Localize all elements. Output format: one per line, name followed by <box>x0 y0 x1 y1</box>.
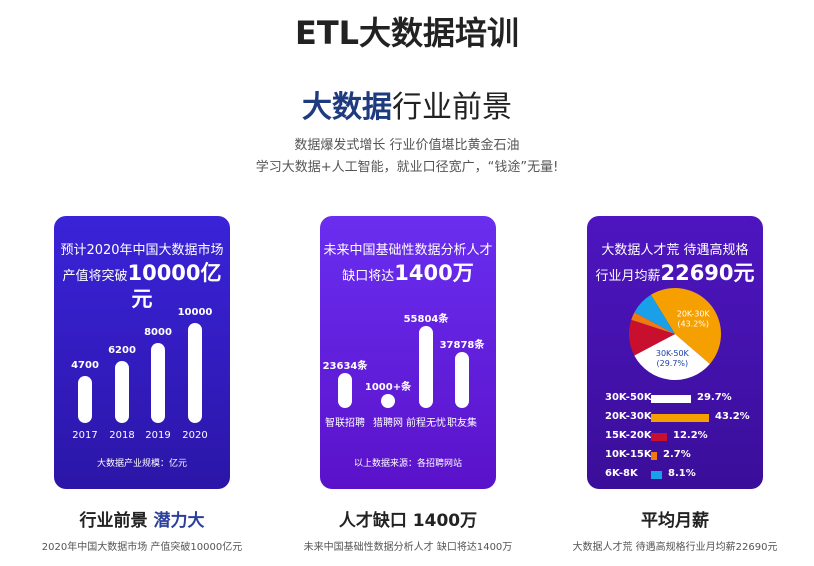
chart-bar <box>381 394 395 408</box>
caption-salary: 平均月薪 <box>545 506 805 531</box>
bar-value-label: 37878条 <box>439 340 485 351</box>
legend-label: 30K-50K <box>605 392 652 403</box>
desc-salary: 大数据人才荒 待遇高规格行业月均薪22690元 <box>572 542 778 553</box>
chart-bar <box>188 323 202 423</box>
legend-label: 20K-30K <box>605 411 652 422</box>
caption-talent: 人才缺口 1400万 <box>278 506 538 531</box>
card-headline-line1: 预计2020年中国大数据市场 <box>60 243 224 258</box>
legend-value: 43.2% <box>715 411 750 422</box>
bar-value-label: 6200 <box>108 345 136 356</box>
caption-highlight: 潜力大 <box>153 511 205 531</box>
card-note: 以上数据来源：各招聘网站 <box>353 459 462 469</box>
legend-bar <box>651 471 662 479</box>
legend-label: 15K-20K <box>605 430 652 441</box>
bar-category-label: 职友集 <box>447 418 477 429</box>
pie-slice <box>634 294 675 334</box>
section-subtitle-line1: 数据爆发式增长 行业价值堪比黄金石油 <box>294 138 520 153</box>
bar-value-label: 23634条 <box>322 361 368 372</box>
card-headline-big: 10000亿元 <box>127 261 222 311</box>
pie-slice <box>631 312 675 334</box>
card-headline-line1: 大数据人才荒 待遇高规格 <box>601 243 749 258</box>
caption-market: 行业前景 潜力大 <box>12 506 272 531</box>
card-headline-big: 1400万 <box>394 261 474 285</box>
desc-talent: 未来中国基础性数据分析人才 缺口将达1400万 <box>303 542 513 553</box>
legend-label: 6K-8K <box>605 468 638 479</box>
pie-slice-value: (29.7%) <box>657 359 689 368</box>
bar-value-label: 1000+条 <box>364 382 412 393</box>
pie-slice-value: (43.2%) <box>677 319 709 328</box>
legend-value: 8.1% <box>668 468 696 479</box>
section-subtitle-line2: 学习大数据+人工智能，就业口径宽广，“钱途”无量! <box>255 160 559 175</box>
legend-value: 29.7% <box>697 392 732 403</box>
pie-slice <box>629 319 675 356</box>
legend-label: 10K-15K <box>605 449 652 460</box>
section-title: 大数据行业前景 <box>0 82 814 126</box>
caption-plain: 平均月薪 <box>641 511 709 531</box>
bar-value-label: 55804条 <box>403 314 449 325</box>
desc-market: 2020年中国大数据市场 产值突破10000亿元 <box>41 542 243 553</box>
legend-row: 30K-50K 29.7% <box>605 392 755 406</box>
card-headline-prefix: 缺口将达 <box>342 269 395 284</box>
bar-category-label: 智联招聘 <box>325 418 365 429</box>
section-title-rest: 行业前景 <box>392 90 512 125</box>
legend-bar <box>651 414 709 422</box>
card-headline-line2: 行业月均薪22690元 <box>587 262 763 288</box>
bar-category-label: 猎聘网 <box>373 418 403 429</box>
card-headline-line2: 产值将突破10000亿元 <box>54 262 230 314</box>
chart-bar <box>151 343 165 423</box>
bar-value-label: 10000 <box>177 307 213 318</box>
bar-category-label: 2020 <box>182 430 208 441</box>
chart-bar <box>455 352 469 408</box>
bar-category-label: 2017 <box>72 430 98 441</box>
card-headline-line2: 缺口将达1400万 <box>320 262 496 288</box>
legend-value: 2.7% <box>663 449 691 460</box>
chart-bar <box>419 326 433 408</box>
chart-bar <box>338 373 352 408</box>
legend-row: 6K-8K 8.1% <box>605 468 755 482</box>
bar-value-label: 8000 <box>144 327 172 338</box>
legend-value: 12.2% <box>673 430 708 441</box>
pie-slice-label: 20K-30K <box>677 309 711 318</box>
pie-slice <box>634 334 710 380</box>
legend-row: 20K-30K 43.2% <box>605 411 755 425</box>
card-headline: 预计2020年中国大数据市场 产值将突破10000亿元 <box>54 240 230 314</box>
legend-row: 15K-20K 12.2% <box>605 430 755 444</box>
caption-plain: 人才缺口 1400万 <box>338 511 478 531</box>
card-headline-big: 22690元 <box>660 261 755 285</box>
bar-value-label: 4700 <box>71 360 99 371</box>
bar-category-label: 2019 <box>145 430 171 441</box>
section-title-bold: 大数据 <box>302 90 392 125</box>
market-size-card: 预计2020年中国大数据市场 产值将突破10000亿元 大数据产业规模：亿元 4… <box>54 216 230 489</box>
salary-pie-chart: 20K-30K(43.2%) 30K-50K(29.7%) <box>629 288 721 380</box>
bar-category-label: 2018 <box>109 430 135 441</box>
legend-bar <box>651 395 691 403</box>
card-note: 大数据产业规模：亿元 <box>96 459 187 469</box>
card-headline: 大数据人才荒 待遇高规格 行业月均薪22690元 <box>587 240 763 288</box>
bar-category-label: 前程无忧 <box>406 418 446 429</box>
page-title: ETL大数据培训 <box>294 14 520 52</box>
caption-plain: 行业前景 <box>79 511 154 531</box>
legend-bar <box>651 452 657 460</box>
card-headline-prefix: 行业月均薪 <box>595 269 661 284</box>
card-headline-line1: 未来中国基础性数据分析人才 <box>323 243 493 258</box>
pie-slice <box>650 288 721 364</box>
legend-row: 10K-15K 2.7% <box>605 449 755 463</box>
chart-bar <box>78 376 92 423</box>
chart-bar <box>115 361 129 423</box>
pie-slice-label: 30K-50K <box>656 349 690 358</box>
legend-bar <box>651 433 667 441</box>
salary-card: 大数据人才荒 待遇高规格 行业月均薪22690元 20K-30K (43.2%) 3… <box>587 216 763 489</box>
card-headline: 未来中国基础性数据分析人才 缺口将达1400万 <box>320 240 496 288</box>
card-headline-prefix: 产值将突破 <box>62 269 128 284</box>
talent-gap-card: 未来中国基础性数据分析人才 缺口将达1400万 以上数据来源：各招聘网站 236… <box>320 216 496 489</box>
